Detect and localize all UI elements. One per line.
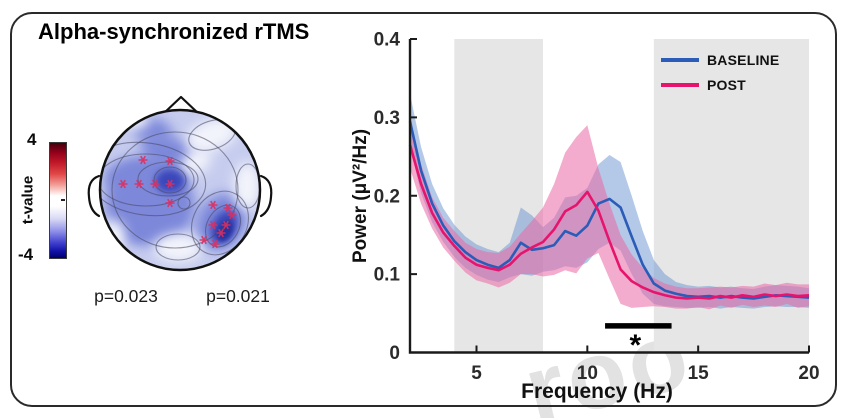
sig-electrode-marker xyxy=(208,200,218,210)
legend-label-baseline: BASELINE xyxy=(707,52,780,68)
power-spectrum-chart: 5 10 15 20 0 0.1 0.2 0.3 0.4 Frequency (Hz) Power … xyxy=(350,30,820,404)
post-line xyxy=(408,144,810,300)
legend-swatch-baseline xyxy=(661,58,699,62)
topo-contour xyxy=(100,153,195,207)
figure-title: Alpha-synchronized rTMS xyxy=(38,19,310,44)
topo-contour xyxy=(100,141,207,217)
panel-border xyxy=(10,12,837,407)
sig-electrode-marker xyxy=(165,198,175,208)
topo-contour xyxy=(153,166,187,194)
topographic-map xyxy=(87,95,273,272)
chart-legend: BASELINE POST xyxy=(661,52,779,102)
x-tick-label: 5 xyxy=(471,363,482,384)
topo-contour xyxy=(155,233,201,261)
sig-electrode-marker xyxy=(227,210,237,220)
topo-blob-light xyxy=(101,220,125,252)
topo-contour xyxy=(177,196,191,210)
sig-electrode-marker xyxy=(216,228,226,238)
colorbar-min-label: -4 xyxy=(18,245,34,264)
sig-electrode-marker xyxy=(165,156,175,166)
post-confidence-band xyxy=(410,121,809,310)
baseline-line xyxy=(408,121,810,300)
legend-swatch-post xyxy=(661,83,699,87)
sig-electrode-marker xyxy=(118,179,128,189)
topo-blob-light xyxy=(186,118,238,152)
y-tick-label: 0.3 xyxy=(374,108,400,129)
topo-blob-medium xyxy=(140,134,196,170)
sig-electrode-marker xyxy=(134,179,144,189)
topo-contour xyxy=(137,161,199,197)
x-tick-label: 20 xyxy=(798,363,819,384)
topo-contour xyxy=(191,190,249,256)
sig-electrode-marker xyxy=(210,239,220,249)
topo-contour xyxy=(235,163,260,209)
colorbar-mid-tick xyxy=(61,199,65,201)
topo-contour xyxy=(204,204,242,248)
legend-label-post: POST xyxy=(707,77,746,93)
sig-electrode-marker xyxy=(199,235,209,245)
p-value-left: p=0.023 xyxy=(94,286,158,306)
sig-electrode-marker xyxy=(138,155,148,165)
significance-asterisk: * xyxy=(629,329,641,362)
colorbar xyxy=(49,142,67,259)
topo-blob-darkest xyxy=(216,220,234,242)
topo-blob-dark xyxy=(155,169,185,193)
topo-contour xyxy=(111,131,239,249)
x-tick-label: 10 xyxy=(577,363,598,384)
head-outline xyxy=(98,108,262,272)
colorbar-axis-label: t-value xyxy=(19,175,37,225)
sig-electrode-marker xyxy=(221,220,231,230)
y-tick-label: 0.2 xyxy=(374,186,400,207)
y-tick-label: 0.4 xyxy=(374,30,401,51)
y-tick-label: 0 xyxy=(389,343,400,364)
shaded-frequency-band xyxy=(454,39,543,353)
topo-blob-light xyxy=(119,111,149,129)
right-ear-icon xyxy=(259,174,273,218)
p-value-right: p=0.021 xyxy=(206,286,270,306)
y-tick-label: 0.1 xyxy=(374,265,401,286)
sig-electrode-marker xyxy=(223,203,233,213)
legend-item-post: POST xyxy=(661,77,779,93)
sig-electrode-marker xyxy=(150,179,160,189)
y-axis-label: Power (μV²/Hz) xyxy=(350,129,371,263)
left-ear-icon xyxy=(87,174,101,218)
colorbar-max-label: 4 xyxy=(27,130,37,149)
sig-electrode-marker xyxy=(208,220,218,230)
x-axis-label: Frequency (Hz) xyxy=(521,380,673,403)
x-tick-label: 15 xyxy=(688,363,710,384)
sig-electrode-marker xyxy=(165,179,175,189)
legend-item-baseline: BASELINE xyxy=(661,52,779,68)
